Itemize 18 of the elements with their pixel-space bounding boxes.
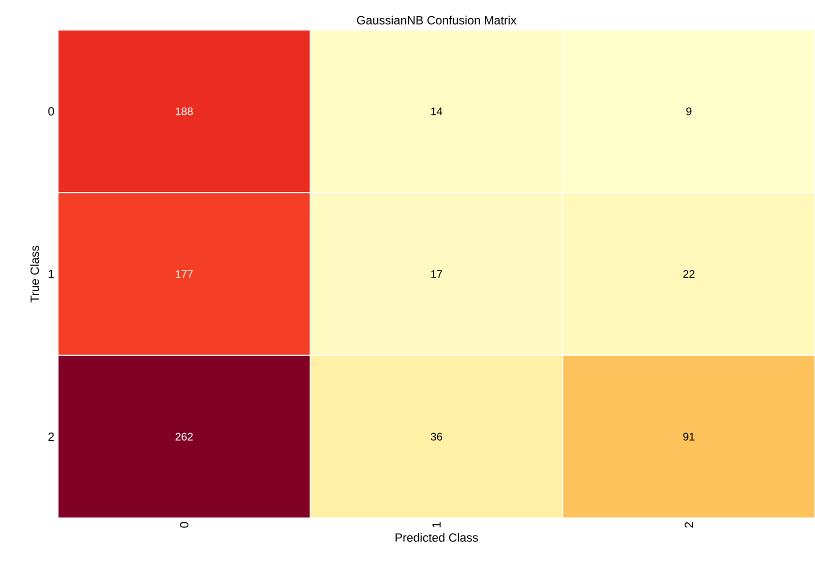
data-label: 188: [176, 107, 193, 116]
data-label: 262: [176, 432, 193, 441]
x-tick-label: 2: [684, 522, 694, 528]
x-tick-label: 1: [432, 522, 441, 528]
y-axis-title: True Class: [30, 246, 39, 302]
chart-title: GaussianNB Confusion Matrix: [357, 16, 516, 24]
data-label: 91: [683, 432, 694, 441]
data-label: 36: [430, 432, 442, 441]
y-tick-label: 0: [48, 107, 54, 116]
x-axis-title: Predicted Class: [396, 533, 478, 542]
data-label: 17: [431, 270, 442, 278]
data-label: 9: [686, 107, 692, 116]
data-label: 177: [176, 270, 193, 278]
data-label: 14: [431, 108, 442, 116]
x-tick-label: 0: [180, 522, 188, 528]
y-tick-label: 2: [48, 432, 54, 441]
y-tick-label: 1: [48, 270, 54, 278]
data-label: 22: [683, 270, 694, 278]
